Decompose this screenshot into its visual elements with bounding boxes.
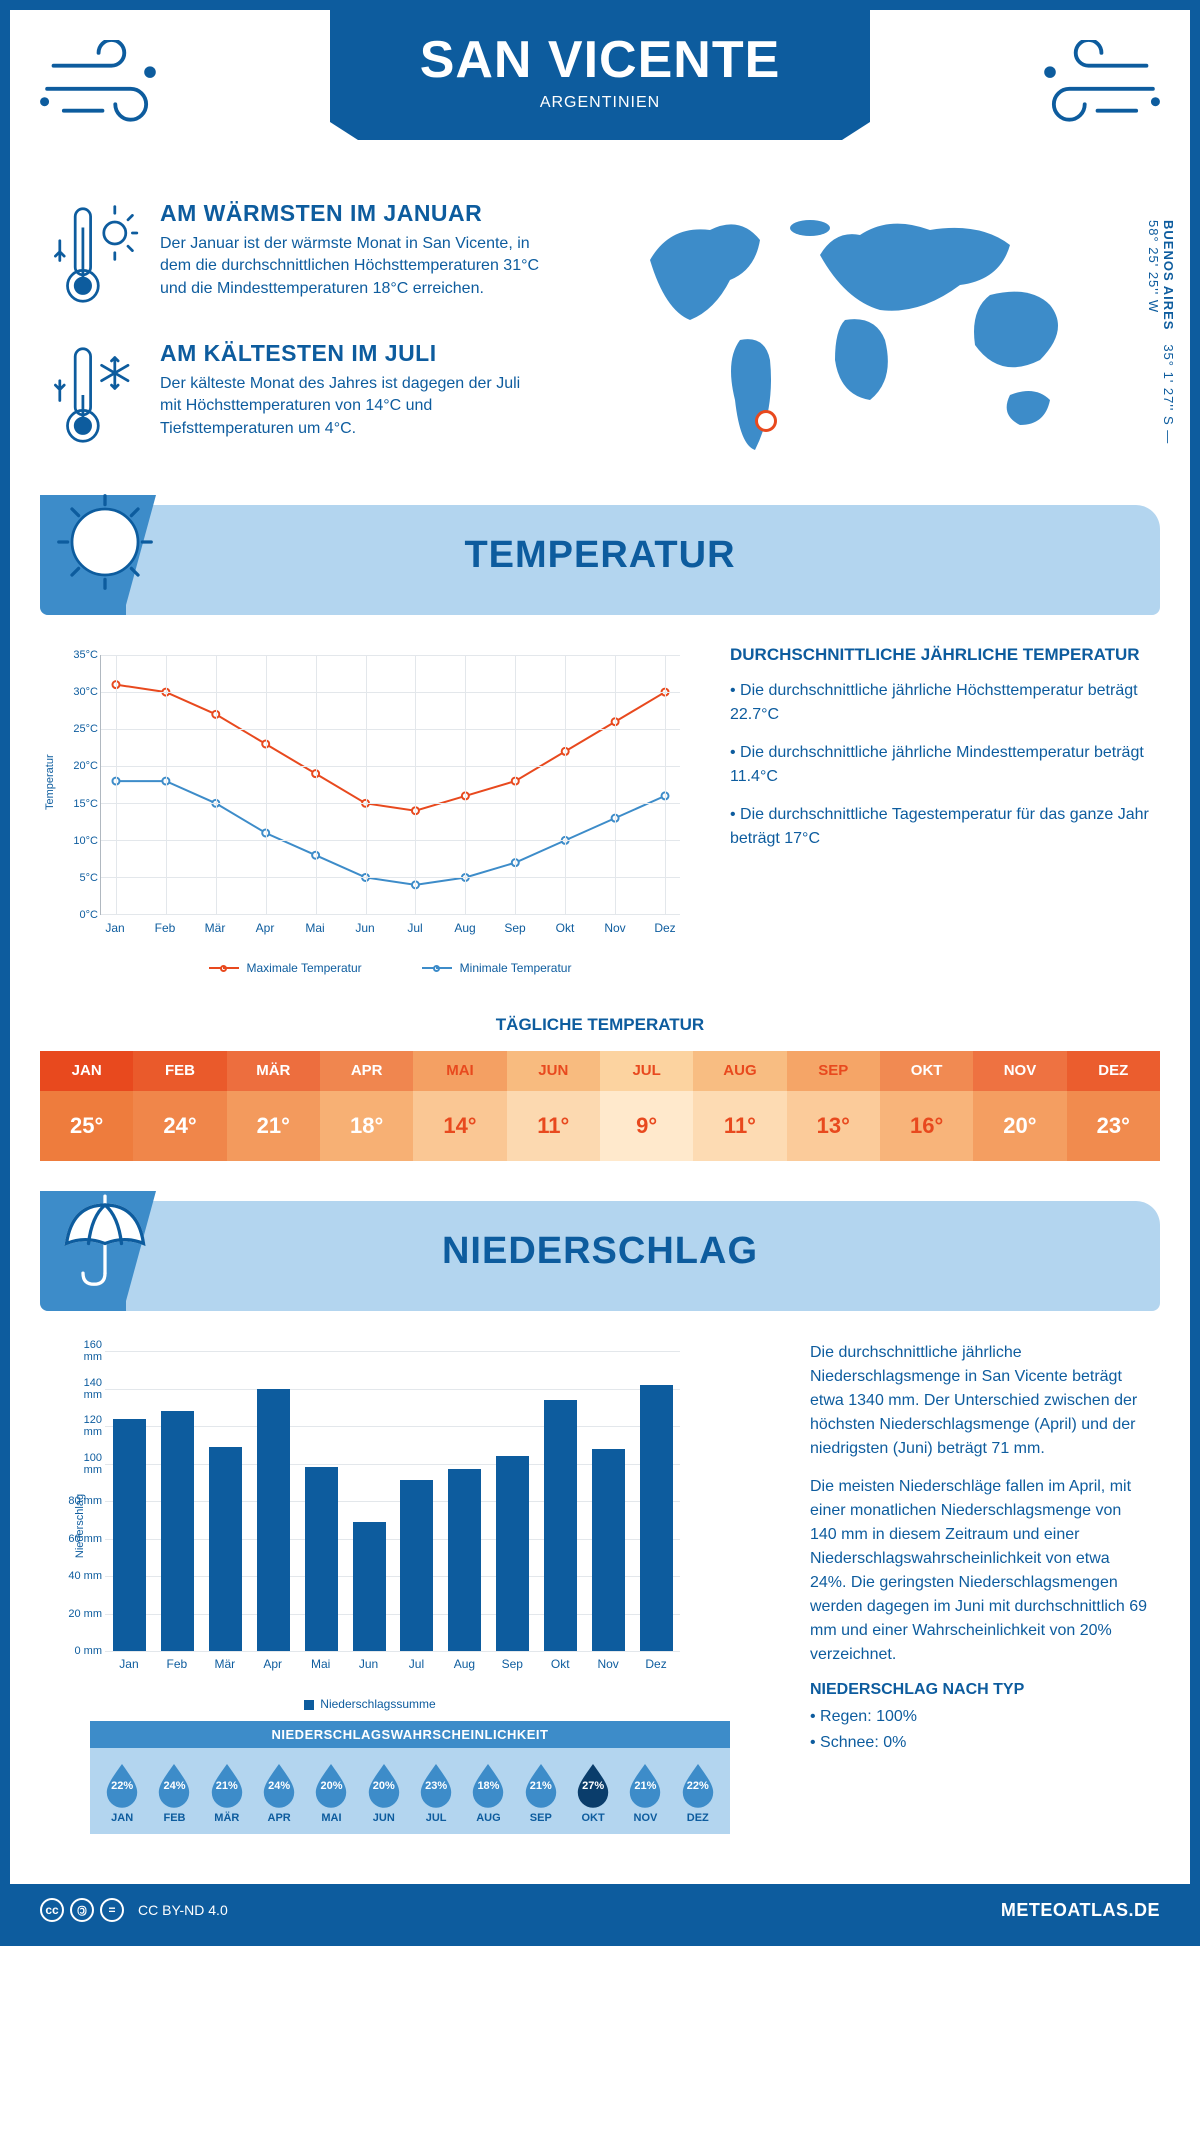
info-subheading: NIEDERSCHLAG NACH TYP: [810, 1681, 1150, 1699]
by-icon: 🄯: [70, 1898, 94, 1922]
prob-item: 20% MAI: [305, 1760, 357, 1824]
world-map: BUENOS AIRES 35° 1' 27'' S — 58° 25' 25'…: [610, 200, 1150, 465]
table-col: JUL9°: [600, 1051, 693, 1161]
info-text: • Schnee: 0%: [810, 1731, 1150, 1755]
table-col: NOV20°: [973, 1051, 1066, 1161]
prob-item: 24% FEB: [148, 1760, 200, 1824]
thermometer-sun-icon: [50, 200, 140, 310]
temperature-line-chart: Temperatur Maximale Temperatur Minimale …: [50, 645, 690, 975]
info-heading: DURCHSCHNITTLICHE JÄHRLICHE TEMPERATUR: [730, 645, 1150, 665]
info-text: • Die durchschnittliche jährliche Mindes…: [730, 741, 1150, 789]
drop-icon: 21%: [208, 1760, 246, 1808]
info-text: • Die durchschnittliche Tagestemperatur …: [730, 803, 1150, 851]
fact-text: Der kälteste Monat des Jahres ist dagege…: [160, 373, 540, 440]
temperature-info: DURCHSCHNITTLICHE JÄHRLICHE TEMPERATUR •…: [730, 645, 1150, 975]
drop-icon: 24%: [155, 1760, 193, 1808]
prob-item: 20% JUN: [358, 1760, 410, 1824]
fact-warmest: AM WÄRMSTEN IM JANUAR Der Januar ist der…: [50, 200, 580, 310]
prob-item: 18% AUG: [462, 1760, 514, 1824]
drop-icon: 23%: [417, 1760, 455, 1808]
precipitation-probability: NIEDERSCHLAGSWAHRSCHEINLICHKEIT 22% JAN …: [90, 1721, 730, 1834]
cc-icon: cc: [40, 1898, 64, 1922]
drop-icon: 20%: [365, 1760, 403, 1808]
wind-icon: [40, 40, 170, 130]
table-col: AUG11°: [693, 1051, 786, 1161]
table-col: MAI14°: [413, 1051, 506, 1161]
table-col: MÄR21°: [227, 1051, 320, 1161]
country-name: ARGENTINIEN: [370, 94, 830, 112]
drop-icon: 22%: [679, 1760, 717, 1808]
drop-icon: 24%: [260, 1760, 298, 1808]
prob-item: 23% JUL: [410, 1760, 462, 1824]
prob-item: 27% OKT: [567, 1760, 619, 1824]
thermometer-snow-icon: [50, 340, 140, 450]
map-icon: [610, 200, 1110, 460]
daily-temperature-table: JAN25°FEB24°MÄR21°APR18°MAI14°JUN11°JUL9…: [40, 1051, 1160, 1161]
table-col: FEB24°: [133, 1051, 226, 1161]
chart-legend: Niederschlagssumme: [50, 1697, 690, 1711]
fact-coldest: AM KÄLTESTEN IM JULI Der kälteste Monat …: [50, 340, 580, 450]
umbrella-icon: [50, 1183, 160, 1293]
title-banner: SAN VICENTE ARGENTINIEN: [330, 10, 870, 140]
cc-icons: cc 🄯 =: [40, 1898, 124, 1922]
precipitation-info: Die durchschnittliche jährliche Niedersc…: [810, 1341, 1150, 1864]
info-text: Die meisten Niederschläge fallen im Apri…: [810, 1475, 1150, 1667]
info-text: • Die durchschnittliche jährliche Höchst…: [730, 679, 1150, 727]
table-col: SEP13°: [787, 1051, 880, 1161]
prob-item: 21% MÄR: [201, 1760, 253, 1824]
section-title: TEMPERATUR: [40, 495, 1160, 615]
info-text: Die durchschnittliche jährliche Niedersc…: [810, 1341, 1150, 1461]
table-col: JAN25°: [40, 1051, 133, 1161]
site-name: METEOATLAS.DE: [1001, 1900, 1160, 1921]
info-text: • Regen: 100%: [810, 1705, 1150, 1729]
drop-icon: 20%: [312, 1760, 350, 1808]
section-header-precipitation: NIEDERSCHLAG: [40, 1191, 1160, 1311]
drop-icon: 18%: [469, 1760, 507, 1808]
drop-icon: 21%: [626, 1760, 664, 1808]
y-axis-label: Temperatur: [44, 754, 56, 810]
prob-item: 21% SEP: [515, 1760, 567, 1824]
section-header-temperature: TEMPERATUR: [40, 495, 1160, 615]
precipitation-bar-chart: Niederschlag Niederschlagssumme 0 mm20 m…: [50, 1341, 690, 1711]
sun-icon: [50, 487, 160, 597]
drop-icon: 21%: [522, 1760, 560, 1808]
prob-item: 22% DEZ: [672, 1760, 724, 1824]
wind-icon: [1030, 40, 1160, 130]
section-title: NIEDERSCHLAG: [40, 1191, 1160, 1311]
drop-icon: 27%: [574, 1760, 612, 1808]
table-col: APR18°: [320, 1051, 413, 1161]
header: SAN VICENTE ARGENTINIEN: [10, 10, 1190, 190]
nd-icon: =: [100, 1898, 124, 1922]
daily-temp-title: TÄGLICHE TEMPERATUR: [10, 1015, 1190, 1035]
fact-title: AM WÄRMSTEN IM JANUAR: [160, 200, 540, 227]
coordinates: BUENOS AIRES 35° 1' 27'' S — 58° 25' 25'…: [1146, 220, 1176, 465]
prob-item: 24% APR: [253, 1760, 305, 1824]
table-col: OKT16°: [880, 1051, 973, 1161]
fact-title: AM KÄLTESTEN IM JULI: [160, 340, 540, 367]
map-marker-icon: [755, 410, 777, 432]
footer: cc 🄯 = CC BY-ND 4.0 METEOATLAS.DE: [10, 1884, 1190, 1936]
prob-item: 22% JAN: [96, 1760, 148, 1824]
city-name: SAN VICENTE: [370, 30, 830, 90]
prob-item: 21% NOV: [619, 1760, 671, 1824]
prob-title: NIEDERSCHLAGSWAHRSCHEINLICHKEIT: [90, 1721, 730, 1748]
drop-icon: 22%: [103, 1760, 141, 1808]
chart-legend: Maximale Temperatur Minimale Temperatur: [100, 961, 680, 975]
license-text: CC BY-ND 4.0: [138, 1902, 228, 1918]
table-col: DEZ23°: [1067, 1051, 1160, 1161]
table-col: JUN11°: [507, 1051, 600, 1161]
fact-text: Der Januar ist der wärmste Monat in San …: [160, 233, 540, 300]
